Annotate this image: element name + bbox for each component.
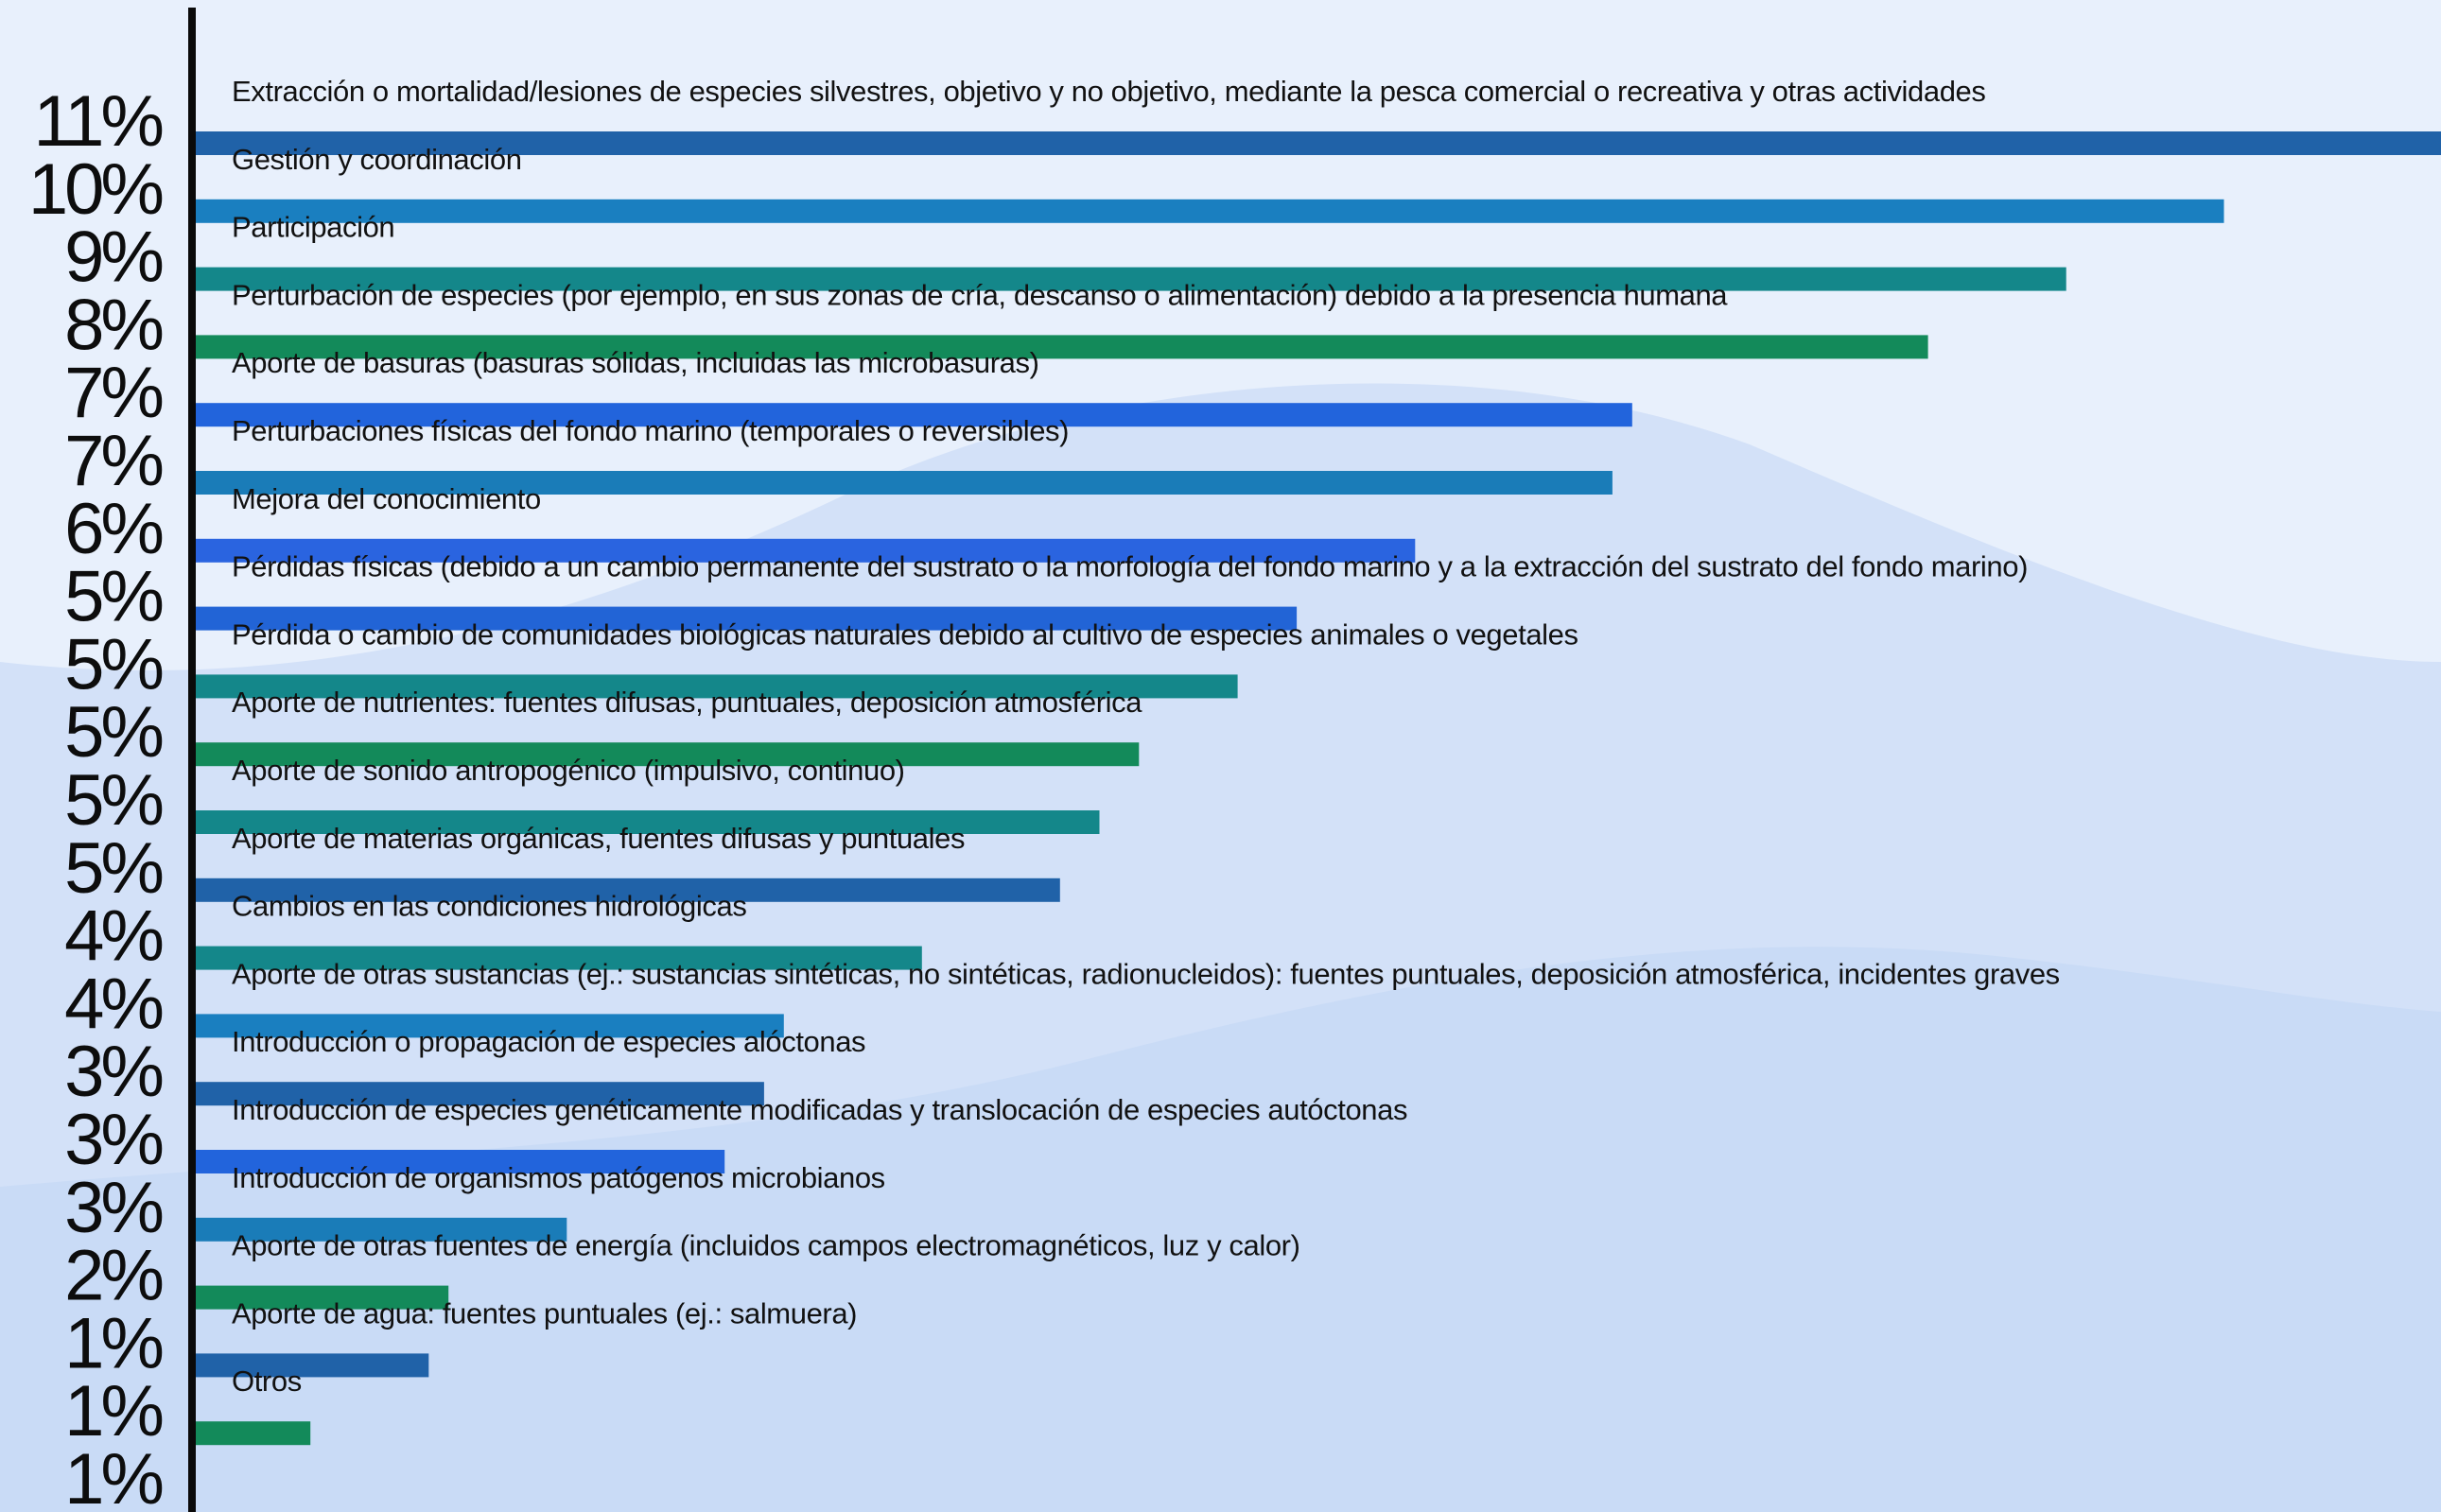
percent-label-10: 5% <box>64 692 162 773</box>
bar-10 <box>192 742 1140 767</box>
category-label-2: Gestión y coordinación <box>232 143 522 176</box>
category-label-9: Pérdida o cambio de comunidades biológic… <box>232 617 1578 651</box>
bar-13 <box>192 946 922 970</box>
category-label-16: Introducción de especies genéticamente m… <box>232 1093 1407 1126</box>
category-label-14: Aporte de otras sustancias (ej.: sustanc… <box>232 957 2060 990</box>
bars-layer <box>192 131 2441 1446</box>
category-label-8: Pérdidas físicas (debido a un cambio per… <box>232 550 2028 583</box>
category-label-6: Perturbaciones físicas del fondo marino … <box>232 414 1069 447</box>
bar-4 <box>192 335 1928 359</box>
bar-2 <box>192 199 2224 223</box>
percent-label-9: 5% <box>64 624 162 704</box>
category-label-17: Introducción de organismos patógenos mic… <box>232 1161 885 1194</box>
percent-label-20: 1% <box>64 1371 162 1451</box>
category-label-18: Aporte de otras fuentes de energía (incl… <box>232 1229 1300 1262</box>
percent-labels-layer: 11%10%9%8%7%7%6%5%5%5%5%5%4%4%3%3%3%2%1%… <box>28 81 166 1512</box>
percent-label-3: 9% <box>64 217 162 298</box>
bar-5 <box>192 403 1632 427</box>
category-label-15: Introducción o propagación de especies a… <box>232 1025 865 1058</box>
percent-label-8: 5% <box>64 557 162 637</box>
percent-label-2: 10% <box>28 149 163 230</box>
bar-7 <box>192 538 1416 563</box>
percent-label-19: 1% <box>64 1303 162 1383</box>
bar-20 <box>192 1421 311 1446</box>
percent-label-12: 5% <box>64 828 162 909</box>
percent-label-4: 8% <box>64 285 162 365</box>
wave-lower <box>0 947 2441 1512</box>
percent-label-13: 4% <box>64 896 162 977</box>
percent-label-14: 4% <box>64 964 162 1044</box>
percent-label-11: 5% <box>64 760 162 841</box>
bar-12 <box>192 878 1060 902</box>
category-label-4: Perturbación de especies (por ejemplo, e… <box>232 278 1728 311</box>
bar-16 <box>192 1150 725 1173</box>
bar-1 <box>192 131 2441 155</box>
category-label-11: Aporte de sonido antropogénico (impulsiv… <box>232 754 905 787</box>
percent-label-1: 11% <box>34 81 163 162</box>
bar-18 <box>192 1285 449 1310</box>
bar-19 <box>192 1353 429 1378</box>
percent-label-15: 3% <box>64 1032 162 1112</box>
bar-6 <box>192 471 1613 495</box>
category-label-10: Aporte de nutrientes: fuentes difusas, p… <box>232 686 1142 719</box>
bar-3 <box>192 267 2066 291</box>
percent-label-16: 3% <box>64 1100 162 1180</box>
category-label-19: Aporte de agua: fuentes puntuales (ej.: … <box>232 1296 857 1330</box>
category-label-13: Cambios en las condiciones hidrológicas <box>232 890 746 923</box>
percent-label-6: 7% <box>64 421 162 501</box>
category-label-12: Aporte de materias orgánicas, fuentes di… <box>232 822 965 855</box>
category-labels-layer: Extracción o mortalidad/lesiones de espe… <box>232 75 2060 1398</box>
category-label-1: Extracción o mortalidad/lesiones de espe… <box>232 75 1986 108</box>
bar-15 <box>192 1082 764 1106</box>
percent-label-18: 2% <box>64 1236 162 1316</box>
bar-11 <box>192 810 1100 834</box>
category-label-5: Aporte de basuras (basuras sólidas, incl… <box>232 346 1039 379</box>
bar-9 <box>192 674 1238 699</box>
bar-17 <box>192 1217 567 1242</box>
category-label-7: Mejora del conocimiento <box>232 482 541 515</box>
percent-label-7: 6% <box>64 489 162 569</box>
bar-8 <box>192 606 1298 631</box>
bar-14 <box>192 1014 784 1038</box>
percent-label-17: 3% <box>64 1168 162 1248</box>
category-label-20: Otros <box>232 1364 302 1398</box>
percent-label-21: 1% <box>64 1439 162 1512</box>
category-label-3: Participación <box>232 211 394 244</box>
percent-label-5: 7% <box>64 353 162 433</box>
